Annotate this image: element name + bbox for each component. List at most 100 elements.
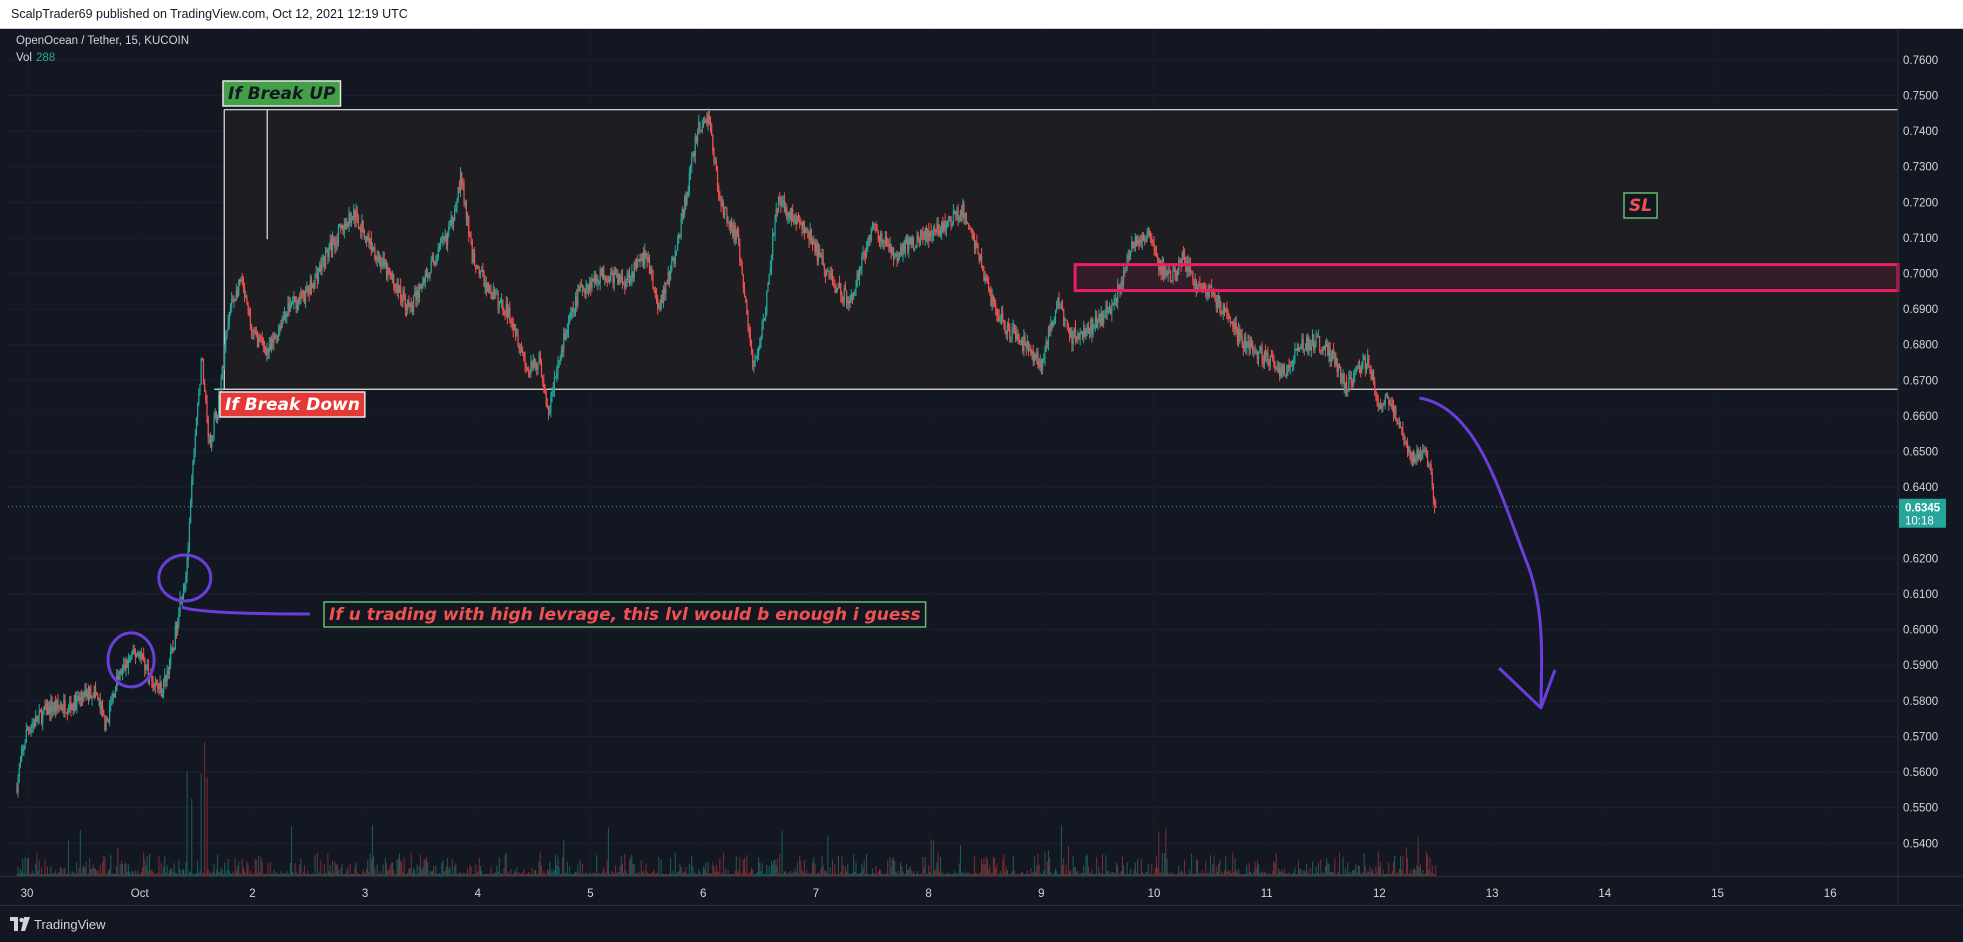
candle-body xyxy=(235,290,237,301)
candle-body xyxy=(364,235,367,238)
candle-body xyxy=(421,283,423,289)
candle-body xyxy=(1011,328,1013,338)
label-sl[interactable]: SL xyxy=(1623,192,1658,219)
label-if-break-up[interactable]: If Break UP xyxy=(222,80,342,107)
candle-body xyxy=(381,265,383,267)
candle-body xyxy=(1130,251,1132,256)
candle-body xyxy=(658,307,660,309)
candle-body xyxy=(571,307,573,313)
volume-bar xyxy=(1022,872,1024,876)
candle-body xyxy=(1360,368,1362,373)
volume-bar xyxy=(997,873,999,876)
volume-bar xyxy=(379,873,381,876)
candle-body xyxy=(547,407,550,414)
volume-bar xyxy=(1161,852,1163,876)
highlight-circle[interactable] xyxy=(157,553,213,603)
volume-bar xyxy=(819,873,821,876)
candle-body xyxy=(1255,351,1257,353)
volume-bar xyxy=(475,864,477,876)
candle-body xyxy=(1330,357,1332,362)
volume-bar xyxy=(337,870,339,876)
candle-body xyxy=(1140,240,1142,243)
volume-bar xyxy=(301,873,303,876)
volume-bar xyxy=(809,873,811,876)
volume-bar xyxy=(653,869,655,876)
candle-body xyxy=(570,312,572,319)
volume-bar xyxy=(613,873,615,876)
label-leverage-note[interactable]: If u trading with high levrage, this lvl… xyxy=(323,601,927,628)
candle-body xyxy=(928,230,930,241)
volume-bar xyxy=(1235,869,1237,876)
volume-bar xyxy=(524,873,526,876)
volume-bar xyxy=(1425,851,1427,876)
volume-bar xyxy=(306,873,308,876)
candle-body xyxy=(184,584,186,589)
candle-body xyxy=(1378,405,1381,407)
volume-bar xyxy=(592,872,594,876)
candle-body xyxy=(1033,353,1035,362)
volume-bar xyxy=(591,873,593,876)
volume-bar xyxy=(1033,856,1035,876)
volume-bar xyxy=(269,862,271,876)
volume-bar xyxy=(982,864,984,876)
volume-bar xyxy=(369,853,371,876)
volume-bar xyxy=(1310,873,1312,876)
volume-bar xyxy=(279,873,281,876)
candle-body xyxy=(279,326,281,330)
candle-body xyxy=(82,698,84,701)
label-if-break-down[interactable]: If Break Down xyxy=(219,391,366,418)
volume-bar xyxy=(793,872,795,876)
volume-bar xyxy=(151,870,153,876)
candle-body xyxy=(1326,343,1328,346)
candle-body xyxy=(144,659,146,671)
volume-bar xyxy=(199,870,201,876)
candle-body xyxy=(962,203,964,217)
candle-body xyxy=(28,728,30,730)
candle-body xyxy=(931,235,933,237)
label-if-break-up-box xyxy=(222,80,342,107)
candle-body xyxy=(450,216,452,226)
candle-body xyxy=(600,269,602,276)
volume-bar xyxy=(332,860,334,876)
volume-bar xyxy=(851,872,853,876)
volume-bar xyxy=(706,873,708,876)
candle-body xyxy=(307,287,309,292)
volume-bar xyxy=(1246,864,1248,876)
volume-bar xyxy=(930,839,932,876)
candle-body xyxy=(912,238,915,249)
volume-bar xyxy=(1337,871,1339,876)
candle-body xyxy=(1268,364,1270,366)
projection-arrow[interactable] xyxy=(1419,396,1544,708)
volume-bar xyxy=(435,865,437,876)
volume-bar xyxy=(1120,870,1122,876)
volume-bar xyxy=(1393,861,1395,876)
volume-bar xyxy=(444,871,446,876)
candle-body xyxy=(1000,313,1003,320)
volume-bar xyxy=(116,866,118,876)
volume-bar xyxy=(57,872,59,876)
candle-body xyxy=(281,319,283,329)
candle-body xyxy=(1232,321,1234,325)
volume-bar xyxy=(1091,869,1093,876)
volume-bar xyxy=(1185,873,1187,876)
candle-body xyxy=(1056,302,1058,310)
volume-bar xyxy=(354,866,356,876)
volume-bar xyxy=(1002,860,1004,876)
volume-bar xyxy=(110,855,112,876)
candle-body xyxy=(43,706,45,712)
candle-body xyxy=(1006,324,1008,335)
stop-loss-zone[interactable] xyxy=(1073,263,1900,293)
candle-body xyxy=(238,279,240,296)
consolidation-range-box[interactable] xyxy=(224,109,1899,390)
candle-body xyxy=(1101,312,1104,324)
candle-body xyxy=(1221,311,1223,314)
highlight-circle[interactable] xyxy=(106,631,156,689)
candle-body xyxy=(1424,449,1426,451)
note-connector[interactable] xyxy=(181,605,311,616)
candle-body xyxy=(32,723,34,726)
volume-bar xyxy=(1249,871,1251,876)
volume-bar xyxy=(832,859,834,876)
volume-bar xyxy=(1247,873,1249,876)
candle-body xyxy=(1335,358,1337,366)
